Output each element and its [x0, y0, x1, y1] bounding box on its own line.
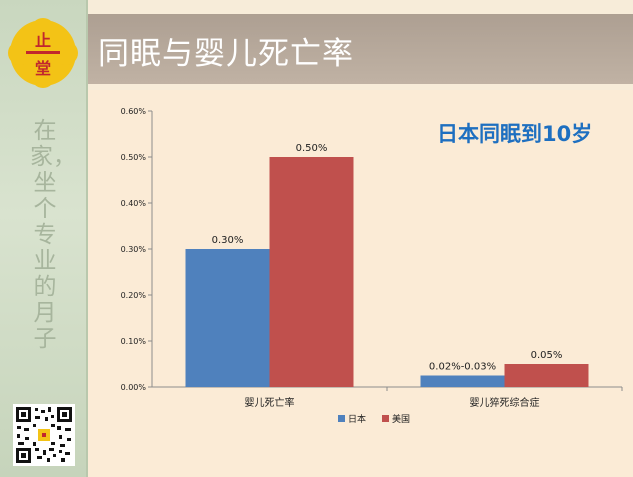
data-label: 0.30% [212, 235, 244, 246]
category-label: 婴儿死亡率 [245, 396, 295, 409]
category-label: 婴儿猝死综合症 [470, 396, 540, 409]
y-tick-label: 0.60% [121, 107, 147, 116]
y-tick-label: 0.50% [121, 153, 147, 162]
chart-area [88, 90, 633, 477]
bar [504, 364, 589, 387]
data-label: 0.50% [296, 143, 328, 154]
y-tick-label: 0.40% [121, 199, 147, 208]
svg-text:止: 止 [35, 31, 51, 50]
sidebar: 止 堂 在家，坐个专业的月子 [0, 0, 88, 477]
legend-label: 美国 [392, 413, 410, 425]
logo-icon: 止 堂 [8, 18, 78, 88]
legend-swatch [382, 415, 389, 422]
bar [185, 249, 270, 387]
bar [420, 375, 505, 387]
bar [269, 157, 354, 387]
y-tick-label: 0.20% [121, 291, 147, 300]
y-tick-label: 0.00% [121, 383, 147, 392]
highlight-text: 日本同眠到10岁 [437, 122, 593, 146]
data-label: 0.02%-0.03% [429, 362, 496, 373]
qr-code-icon [13, 404, 75, 466]
y-tick-label: 0.30% [121, 245, 147, 254]
slide-title: 同眠与婴儿死亡率 [98, 36, 354, 72]
side-slogan: 在家，坐个专业的月子 [30, 118, 76, 352]
data-label: 0.05% [531, 350, 563, 361]
svg-text:堂: 堂 [35, 59, 51, 78]
title-bar: 同眠与婴儿死亡率 [88, 14, 633, 84]
legend-swatch [338, 415, 345, 422]
legend-label: 日本 [348, 413, 366, 425]
y-tick-label: 0.10% [121, 337, 147, 346]
